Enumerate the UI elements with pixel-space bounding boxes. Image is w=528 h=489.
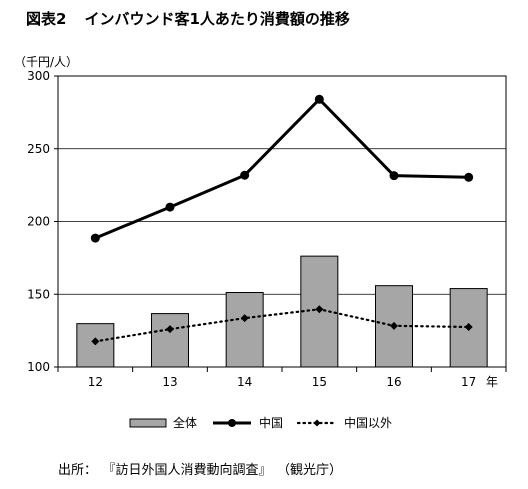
y-tick-label: 200 <box>27 215 50 229</box>
bar-14 <box>225 292 264 368</box>
bar-series <box>76 255 488 368</box>
y-axis-unit-label: （千円/人） <box>14 55 79 69</box>
x-tick-label: 13 <box>162 375 177 389</box>
data-point <box>91 337 100 346</box>
legend-item-全体: 全体 <box>129 415 197 430</box>
bar-17 <box>449 288 488 368</box>
gridlines <box>58 148 506 295</box>
series-中国 <box>90 94 474 243</box>
data-point <box>240 314 249 323</box>
legend-label: 中国以外 <box>344 415 392 430</box>
x-tick-label: 17 <box>461 375 476 389</box>
figure-number: 図表2 <box>26 10 67 28</box>
data-point <box>389 171 399 181</box>
x-tick-label: 12 <box>88 375 103 389</box>
y-tick-label: 100 <box>27 360 50 374</box>
legend-swatch <box>129 418 167 428</box>
x-tick-label: 16 <box>386 375 401 389</box>
data-point <box>315 305 324 314</box>
x-axis-unit-label: 年 <box>486 375 498 389</box>
x-tick-label: 15 <box>312 375 327 389</box>
data-point <box>314 94 324 104</box>
series-中国以外 <box>91 305 473 346</box>
y-tick-label: 300 <box>27 69 50 83</box>
source-org: （観光庁） <box>283 463 343 478</box>
source-note: 出所： 『訪日外国人消費動向調査』 （観光庁） <box>58 459 342 478</box>
figure-title: インバウンド客1人あたり消費額の推移 <box>84 10 350 28</box>
source-label: 出所： <box>58 463 98 478</box>
source-title: 『訪日外国人消費動向調査』 <box>109 463 272 478</box>
bar-13 <box>151 313 189 368</box>
chart-title: 図表2 インバウンド客1人あたり消費額の推移 <box>26 8 350 29</box>
data-point <box>464 172 474 182</box>
series-line <box>94 97 469 240</box>
line-series <box>90 94 474 346</box>
legend-item-中国: 中国 <box>213 415 283 430</box>
legend-label: 全体 <box>173 415 197 430</box>
data-point <box>240 170 250 180</box>
x-tick-label: 14 <box>237 375 252 389</box>
data-point <box>165 202 175 212</box>
x-axis-ticks: 12 13 14 15 16 17 年 <box>57 367 507 389</box>
data-point <box>390 321 398 330</box>
legend-item-中国以外: 中国以外 <box>296 415 392 430</box>
legend-label: 中国 <box>259 415 283 430</box>
series-line <box>94 308 470 343</box>
data-point <box>166 325 174 334</box>
y-axis-ticks: 100 150 200 250 300 <box>27 69 58 374</box>
y-tick-label: 250 <box>27 142 50 156</box>
legend: 全体 中国 中国以外 <box>129 415 392 430</box>
legend-marker <box>228 419 236 427</box>
y-tick-label: 150 <box>27 287 50 301</box>
legend-marker <box>313 419 321 427</box>
data-point <box>464 322 473 331</box>
data-point <box>90 233 100 243</box>
